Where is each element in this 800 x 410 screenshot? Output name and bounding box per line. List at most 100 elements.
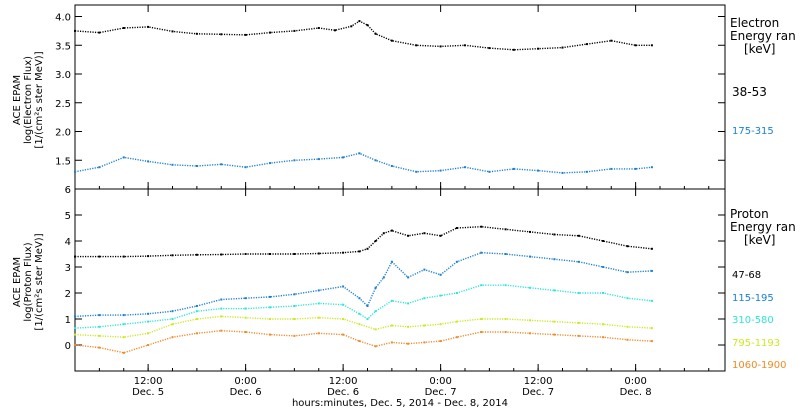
- x-tick-label-time-1: 0:00: [234, 376, 256, 387]
- proton-legend-title-1: Proton: [730, 207, 769, 221]
- data-point-p0-0-25: [610, 39, 613, 42]
- data-point-p0-0-7: [244, 33, 247, 36]
- data-point-p1-3-11: [342, 318, 345, 320]
- data-point-p1-4-12: [358, 340, 361, 343]
- data-point-p0-1-18: [488, 170, 491, 173]
- x-tick-label-time-5: 0:00: [624, 376, 646, 387]
- data-point-p1-4-18: [455, 336, 458, 339]
- data-point-p1-0-21: [480, 225, 483, 228]
- data-point-p1-4-21: [529, 332, 531, 335]
- data-point-p1-4-10: [317, 332, 320, 335]
- data-point-p1-2-9: [293, 305, 296, 307]
- proton-legend-title-2: Energy ran: [730, 220, 796, 234]
- data-point-p1-0-17: [407, 234, 410, 237]
- y-tick-label-p0-4: 3.5: [55, 41, 71, 52]
- series-p1-4: [74, 329, 653, 354]
- y-tick-label-p0-5: 4.0: [55, 13, 71, 24]
- data-point-p0-1-22: [585, 170, 588, 173]
- data-point-p1-3-13: [374, 328, 377, 331]
- legend-entry-p0-0: 38-53: [732, 85, 767, 99]
- proton-ylabel-line-3: [1/(cm²s ster MeV)]: [34, 233, 45, 330]
- data-point-p1-2-8: [269, 306, 271, 309]
- data-point-p0-0-8: [269, 31, 271, 34]
- data-point-p1-2-3: [147, 320, 150, 323]
- x-tick-label-time-3: 0:00: [429, 376, 451, 387]
- data-point-p1-3-22: [553, 320, 556, 323]
- y-tick-label-p1-5: 5: [65, 211, 71, 222]
- data-point-p1-0-6: [220, 253, 223, 256]
- y-tick-label-p0-0: 1.5: [55, 156, 71, 167]
- data-point-p1-3-8: [269, 318, 271, 320]
- data-point-p0-0-18: [439, 45, 442, 48]
- data-point-p1-3-6: [220, 315, 223, 318]
- proton-ylabel-line-2: log(Proton Flux): [23, 242, 34, 321]
- electron-ylabel: ACE EPAM log(Electron Flux) [1/(cm²s ste…: [12, 51, 45, 148]
- data-point-p1-0-3: [147, 255, 150, 258]
- data-point-p1-3-25: [626, 325, 629, 328]
- x-tick-label-day-0: Dec. 5: [132, 387, 164, 398]
- data-point-p1-1-20: [455, 260, 458, 263]
- data-point-p1-1-12: [358, 297, 361, 300]
- data-point-p1-0-27: [626, 245, 629, 248]
- data-point-p0-1-7: [244, 166, 247, 169]
- data-point-p1-0-2: [122, 255, 125, 258]
- data-point-p0-1-5: [195, 165, 198, 167]
- series-p1-1: [74, 251, 653, 318]
- legend-entry-p0-1: 175-315: [732, 126, 774, 137]
- legend-entry-p1-2: 310-580: [732, 315, 774, 326]
- data-point-p1-0-26: [602, 240, 605, 242]
- series-p1-2: [74, 284, 653, 330]
- data-point-p1-2-2: [122, 323, 125, 326]
- data-point-p1-0-16: [390, 229, 393, 232]
- data-point-p1-0-20: [455, 227, 458, 229]
- data-point-p1-2-26: [626, 297, 629, 300]
- data-point-p0-1-3: [147, 160, 150, 163]
- data-point-p0-1-20: [537, 169, 540, 172]
- data-point-p1-0-4: [171, 254, 174, 257]
- series-p1-0: [74, 225, 653, 258]
- proton-legend: Proton Energy ran [keV]: [730, 207, 796, 247]
- data-point-p1-1-22: [504, 253, 507, 255]
- data-point-p0-1-25: [650, 166, 653, 169]
- data-point-p1-4-5: [195, 332, 198, 335]
- data-point-p1-4-9: [293, 334, 296, 337]
- y-tick-label-p0-2: 2.5: [55, 99, 71, 110]
- data-point-p1-1-6: [220, 298, 223, 301]
- data-point-p1-1-13: [366, 305, 369, 307]
- data-point-p1-2-12: [358, 312, 361, 315]
- data-point-p1-0-13: [366, 247, 369, 250]
- data-point-p0-0-14: [366, 24, 369, 27]
- data-point-p1-2-5: [195, 310, 198, 313]
- series-p1-3: [74, 315, 653, 339]
- data-point-p0-1-0: [74, 170, 76, 173]
- data-point-p0-1-24: [634, 167, 637, 170]
- y-tick-label-p1-3: 3: [65, 263, 71, 274]
- data-point-p1-3-7: [244, 316, 247, 319]
- data-point-p0-0-16: [390, 39, 393, 42]
- data-point-p1-3-2: [122, 336, 125, 339]
- data-point-p0-0-3: [147, 25, 150, 28]
- electron-legend-title-3: [keV]: [744, 42, 775, 56]
- data-point-p0-0-22: [537, 47, 540, 50]
- series-line-p1-2: [74, 284, 652, 329]
- data-point-p1-1-17: [407, 276, 410, 279]
- data-point-p1-2-23: [553, 289, 556, 292]
- series-line-p1-4: [74, 329, 652, 354]
- data-point-p1-2-20: [480, 284, 483, 287]
- data-point-p0-0-9: [293, 29, 296, 32]
- data-point-p0-0-0: [74, 29, 76, 32]
- data-point-p1-4-19: [480, 331, 483, 333]
- series-line-p1-1: [74, 251, 652, 318]
- data-point-p0-0-26: [634, 44, 637, 47]
- data-point-p1-0-28: [650, 247, 653, 250]
- data-point-p0-0-6: [220, 33, 223, 36]
- series-line-p0-1: [74, 152, 652, 174]
- data-point-p1-4-3: [147, 344, 150, 346]
- data-point-p0-0-17: [415, 44, 418, 47]
- data-point-p1-1-7: [244, 297, 247, 300]
- data-point-p0-0-20: [488, 47, 491, 50]
- data-point-p0-0-13: [358, 20, 361, 23]
- data-point-p0-1-19: [512, 167, 515, 170]
- data-point-p1-0-1: [98, 255, 101, 258]
